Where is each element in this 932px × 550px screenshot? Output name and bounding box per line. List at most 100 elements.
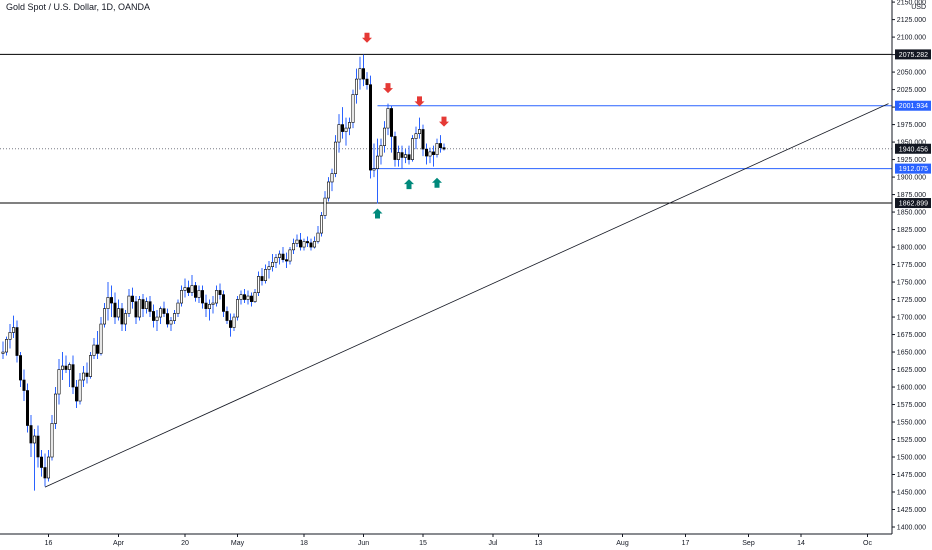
candle [169, 317, 173, 332]
candle [92, 338, 96, 360]
candle-body [386, 108, 390, 129]
candle-body [274, 257, 278, 263]
candle-body [22, 379, 26, 391]
candle [393, 131, 397, 167]
price-tag-label: 1862.899 [899, 201, 928, 208]
candle-body [5, 339, 9, 353]
candle [187, 280, 191, 297]
candle-body [124, 313, 128, 325]
candle [424, 143, 428, 165]
candle [173, 310, 177, 325]
arrow-up-icon [404, 179, 414, 190]
candle [337, 114, 341, 153]
candle-body [173, 313, 177, 321]
time-axis[interactable]: 16 Apr 20 May 18 Jun 15 Jul 13 Aug 17 Sep 14 Oc [0, 533, 892, 550]
time-tick-label: 20 [181, 540, 189, 547]
candle [159, 306, 163, 325]
candle [291, 238, 295, 255]
price-tag: 1862.899 [895, 198, 931, 209]
candle [36, 425, 40, 468]
candle-body [330, 173, 334, 183]
candle [18, 352, 22, 388]
candle-body [424, 148, 428, 157]
candle [407, 145, 411, 165]
candle [183, 278, 187, 298]
price-tick-label: 1850.000 [897, 210, 926, 217]
candle [340, 107, 344, 139]
candle-body [236, 299, 240, 318]
candle [396, 145, 400, 167]
candle-body [12, 327, 16, 333]
candle-body [410, 138, 414, 160]
candle-body [421, 129, 425, 150]
candle [431, 145, 435, 167]
candle-body [92, 344, 96, 356]
candle-body [71, 364, 75, 388]
candle [400, 145, 404, 169]
candle-body [358, 68, 362, 80]
candle-body [187, 287, 191, 293]
candle-body [253, 292, 257, 302]
price-tick-label: 1475.000 [897, 472, 926, 479]
candle-body [222, 294, 226, 312]
candle-body [291, 243, 295, 251]
candle [372, 143, 376, 178]
candle [414, 126, 418, 150]
candle-body [208, 304, 212, 309]
price-tick-label: 1450.000 [897, 490, 926, 497]
candle-body [417, 129, 421, 134]
candle-body [302, 241, 306, 248]
candle [232, 313, 236, 332]
candle-body [316, 232, 320, 242]
candle-body [57, 369, 61, 395]
candle-body [138, 299, 142, 318]
price-axis[interactable]: USD 1400.000 1425.000 1450.000 1475.000 1500.… [891, 0, 932, 550]
candle [134, 296, 138, 325]
candle-body [166, 313, 170, 325]
candle-body [110, 297, 114, 304]
candle [180, 285, 184, 307]
candle [106, 282, 110, 321]
candle-body [333, 141, 337, 174]
time-tick-label: 17 [682, 540, 690, 547]
candle [145, 297, 149, 314]
candle-body [201, 290, 205, 304]
candle [57, 359, 61, 405]
candle-body [190, 285, 194, 293]
candle-body [131, 295, 135, 302]
candle [312, 236, 316, 249]
price-tick-label: 1625.000 [897, 367, 926, 374]
candle [201, 285, 205, 309]
price-tag-label: 1912.075 [899, 166, 928, 173]
candle-body [354, 78, 358, 95]
candle-body [159, 308, 163, 318]
candle-body [309, 242, 313, 248]
candle [250, 292, 254, 307]
candle [288, 247, 292, 265]
candle-body [250, 295, 254, 302]
candle [435, 138, 439, 158]
candle-body [323, 197, 327, 216]
candle-body [382, 127, 386, 146]
price-axis-background [892, 0, 932, 550]
candle [365, 72, 369, 90]
candle [208, 299, 212, 321]
candle [284, 252, 288, 269]
candle [298, 233, 302, 251]
price-tags-layer: 2075.282 2001.934 1940.456 1912.075 1862.899 [895, 49, 931, 209]
candle [75, 380, 79, 409]
candle-body [298, 239, 302, 248]
candle [239, 290, 243, 305]
candle-body [215, 290, 219, 304]
candle [316, 226, 320, 244]
candle [382, 121, 386, 153]
price-tick-label: 1825.000 [897, 227, 926, 234]
candle-body [428, 151, 432, 157]
time-tick-label: 13 [535, 540, 543, 547]
candle-body [113, 302, 117, 318]
candle [197, 285, 201, 304]
candle [229, 313, 233, 337]
price-tag-label: 1940.456 [899, 146, 928, 153]
candle [246, 290, 250, 305]
